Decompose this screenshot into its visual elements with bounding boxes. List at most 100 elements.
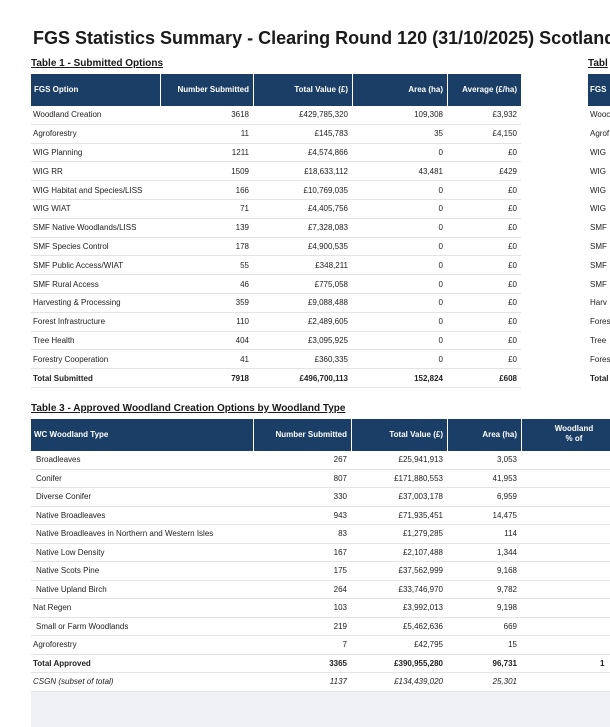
column-header: % of — [565, 434, 583, 443]
row-divider — [31, 653, 610, 655]
row-divider — [31, 123, 521, 125]
table-cell: 41,953 — [492, 473, 517, 483]
table-cell: £0 — [508, 279, 517, 289]
table-header — [588, 74, 610, 106]
table-cell: £390,955,280 — [394, 658, 443, 668]
table-cell: 0 — [438, 354, 443, 364]
table-cell: 0 — [438, 279, 443, 289]
table-cell: 219 — [333, 621, 347, 631]
table-cell: £0 — [508, 223, 517, 233]
table-cell: Diverse Conifer — [36, 492, 92, 502]
row-divider — [31, 598, 610, 599]
table-cell: £0 — [508, 185, 517, 195]
row-divider — [31, 524, 610, 525]
row-divider — [31, 368, 521, 370]
row-divider — [31, 468, 610, 470]
column-separator — [447, 74, 448, 106]
column-separator — [253, 419, 254, 451]
column-separator — [160, 74, 161, 106]
column-separator — [352, 74, 353, 106]
table-cell: 0 — [438, 298, 443, 308]
table-cell: Nat Regen — [33, 603, 72, 613]
table-cell: £10,769,035 — [303, 185, 349, 195]
page-title: FGS Statistics Summary - Clearing Round … — [33, 28, 610, 48]
table-cell: £0 — [508, 242, 517, 251]
table-cell: £3,992,013 — [402, 603, 443, 613]
table-cell: Forestry Cooperation — [33, 354, 109, 364]
table-cell: 7 — [342, 640, 347, 650]
table-cell: 43,481 — [418, 166, 443, 176]
table-cell: Harv — [590, 298, 607, 308]
table-cell: 103 — [333, 603, 347, 613]
column-header: Number Submitted — [177, 85, 249, 94]
row-divider — [31, 690, 610, 692]
table-cell: SMF — [590, 242, 607, 251]
table-cell: £496,700,113 — [299, 373, 349, 383]
table-cell: 359 — [235, 298, 249, 308]
table-cell: 0 — [438, 260, 443, 270]
table-cell: Forest Infrastructure — [33, 317, 106, 327]
row-divider — [31, 142, 521, 144]
table-cell: £608 — [499, 373, 517, 383]
row-divider — [31, 293, 521, 294]
table-cell: 669 — [503, 621, 517, 631]
table-cell: £4,405,756 — [307, 204, 348, 214]
table-cell: 166 — [235, 185, 249, 195]
table-cell: £429 — [499, 166, 517, 176]
table-cell: £775,058 — [314, 279, 348, 289]
table-cell: 0 — [438, 148, 443, 157]
table-cell: £0 — [508, 317, 517, 327]
row-divider — [31, 505, 610, 507]
table-cell: Agrof — [590, 129, 610, 139]
table-cell: 1137 — [329, 677, 347, 687]
table-cell: 0 — [438, 204, 443, 214]
table-cell: £5,462,636 — [402, 621, 443, 631]
table-cell: 1509 — [231, 166, 249, 176]
table-cell: £25,941,913 — [398, 455, 444, 465]
table-cell: £348,211 — [315, 260, 348, 270]
row-divider — [31, 255, 521, 257]
row-divider — [31, 274, 521, 276]
table-cell: £2,107,488 — [402, 547, 443, 557]
table-cell: WIG — [590, 185, 606, 195]
table-cell: £3,095,925 — [307, 336, 348, 345]
row-divider — [31, 672, 610, 673]
table-cell: 9,782 — [496, 584, 517, 594]
table-cell: 9,198 — [496, 603, 517, 613]
table-cell: 3618 — [231, 110, 249, 120]
table-cell: £360,335 — [314, 354, 348, 364]
table-caption: Table 3 - Approved Woodland Creation Opt… — [31, 403, 346, 414]
table-cell: £1,279,285 — [402, 529, 443, 539]
table-cell: 9,168 — [496, 566, 517, 576]
table-cell: SMF — [590, 260, 607, 270]
table-cell: 6,959 — [496, 492, 517, 502]
column-separator — [253, 74, 254, 106]
row-divider — [31, 311, 521, 313]
table-cell: £3,932 — [492, 110, 517, 120]
table-cell: 96,731 — [492, 658, 517, 668]
table-cell: Total Approved — [33, 658, 91, 668]
row-divider — [31, 487, 610, 488]
table-cell: 943 — [333, 510, 347, 520]
column-separator — [351, 419, 352, 451]
table-header — [31, 419, 610, 451]
table-cell: 175 — [333, 566, 347, 576]
table-cell: £429,785,320 — [299, 110, 348, 120]
column-header: Average (£/ha) — [462, 85, 517, 94]
table-cell: WIG — [590, 204, 606, 214]
table-cell: 109,308 — [414, 110, 443, 120]
table-cell: 3,053 — [496, 455, 517, 465]
table-cell: 807 — [333, 473, 347, 483]
table-cell: £9,088,488 — [307, 298, 348, 308]
table-header — [31, 74, 521, 106]
table-cell: Agroforestry — [33, 640, 77, 650]
table-cell: 1211 — [231, 148, 249, 157]
footer-shade — [31, 692, 610, 727]
table-cell: 330 — [333, 492, 347, 502]
table-cell: Broadleaves — [36, 455, 81, 465]
table-cell: £37,562,999 — [398, 566, 444, 576]
table-cell: 264 — [333, 584, 347, 594]
table-cell: Tree — [590, 336, 607, 345]
table-cell: 0 — [438, 185, 443, 195]
